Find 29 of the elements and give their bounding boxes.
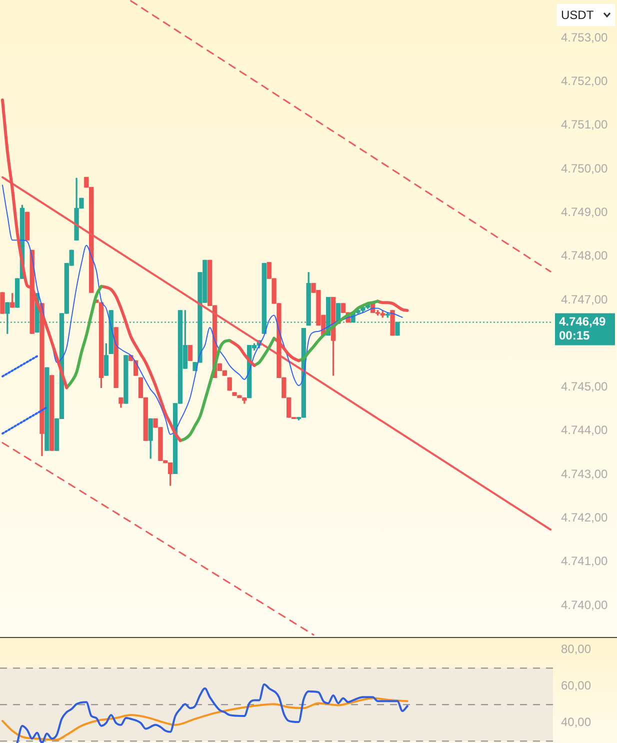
line-series — [16, 683, 408, 743]
text: USDT — [561, 8, 594, 22]
line-series — [65, 284, 103, 390]
y-tick-label: 4.740,00 — [561, 598, 608, 612]
line-series — [228, 339, 256, 367]
ref-line-label: 4.746,49 — [559, 314, 606, 329]
y-tick-label: 4.744,00 — [561, 423, 608, 438]
y-tick-label: 4.741,00 — [561, 554, 608, 568]
line-series — [376, 300, 409, 312]
y-tick-label: 4.749,00 — [561, 204, 608, 219]
y-tick-label: 4.751,00 — [561, 118, 608, 132]
y-tick-label: 4.753,00 — [561, 30, 608, 44]
line-series — [1, 697, 408, 741]
text: 00:15 — [559, 328, 590, 343]
line-series — [178, 339, 232, 442]
y-tick-label: 4.752,00 — [561, 74, 608, 88]
y-tick-label: 60,00 — [561, 678, 592, 693]
y-tick-label: 80,00 — [561, 642, 592, 656]
line-series — [252, 336, 276, 367]
line-series — [2, 184, 403, 435]
line-series — [297, 300, 380, 362]
y-tick-label: 4.742,00 — [561, 510, 608, 525]
y-tick-label: 40,00 — [561, 715, 592, 730]
y-tick-label: 4.745,00 — [561, 380, 608, 394]
line-series — [100, 284, 182, 442]
y-tick-label: 4.750,00 — [561, 161, 608, 176]
y-tick-label: 4.748,00 — [561, 248, 608, 263]
y-tick-label: 4.743,00 — [561, 466, 608, 481]
y-tick-label: 4.747,00 — [561, 292, 608, 306]
